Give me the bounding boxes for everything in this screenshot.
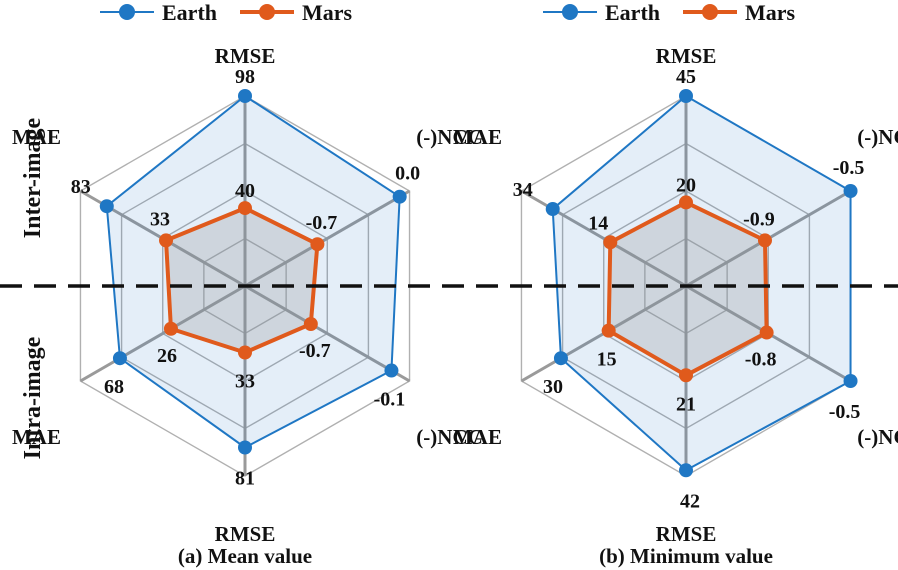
data-label-earth: 81: [235, 468, 255, 490]
data-point-mars: [303, 317, 318, 331]
chart-caption: (b) Minimum value: [599, 544, 773, 568]
data-point-mars: [159, 233, 174, 248]
data-label-mars: 14: [588, 212, 608, 234]
data-point-earth: [112, 351, 127, 366]
axis-label: MAE: [453, 425, 502, 449]
data-point-mars: [163, 321, 178, 336]
data-point-earth: [679, 463, 693, 478]
data-label-mars: 15: [597, 349, 617, 371]
axis-label: RMSE: [215, 44, 276, 68]
data-label-earth: -0.5: [829, 401, 861, 423]
data-label-earth: 34: [513, 179, 533, 201]
data-point-earth: [384, 363, 399, 378]
data-point-mars: [757, 233, 772, 248]
label-layer: 98 0.0 -0.1 81 68 83 40 -0.7 -0.7 33 26 33 RMSE (-)NC…: [12, 44, 898, 568]
axis-label: RMSE: [215, 522, 276, 546]
data-label-earth: -0.1: [374, 389, 406, 411]
data-label-mars: 33: [150, 208, 170, 230]
data-point-earth: [545, 202, 560, 217]
legend-label-mars: Mars: [745, 0, 796, 25]
data-point-mars: [679, 195, 693, 210]
legend-marker-earth: [119, 4, 135, 20]
data-label-earth: -0.5: [833, 157, 865, 179]
data-label-mars: 20: [676, 174, 696, 196]
data-point-earth: [99, 199, 114, 214]
axis-spoke: [244, 284, 411, 383]
data-label-earth: 30: [543, 376, 563, 398]
data-point-earth: [843, 374, 858, 388]
data-point-mars: [238, 201, 252, 216]
data-label-earth: 45: [676, 66, 696, 88]
axis-label: (-)NCC: [857, 425, 898, 449]
data-point-earth: [238, 440, 252, 455]
chart-caption: (a) Mean value: [178, 544, 312, 568]
section-label-top: Inter-image: [20, 117, 46, 238]
series-layer: [99, 89, 858, 478]
data-label-mars: 26: [157, 345, 177, 367]
data-point-mars: [310, 237, 325, 252]
data-label-mars: -0.9: [743, 208, 775, 230]
data-label-earth: 42: [680, 490, 700, 512]
axis-label: (-)NCC: [416, 125, 482, 149]
data-point-earth: [238, 89, 252, 103]
legend-label-earth: Earth: [162, 0, 217, 25]
data-label-earth: 68: [104, 376, 124, 398]
legend-marker-mars: [259, 4, 275, 20]
data-label-mars: -0.7: [299, 340, 331, 362]
data-point-earth: [843, 184, 858, 198]
section-label-bottom: Intra-image: [20, 336, 46, 459]
data-point-mars: [238, 345, 252, 360]
data-point-mars: [759, 325, 774, 340]
data-point-earth: [553, 351, 568, 366]
legend-label-mars: Mars: [302, 0, 353, 25]
axis-spoke: [244, 189, 411, 288]
axis-label: (-)NCC: [857, 125, 898, 149]
axis-label: (-)NCC: [416, 425, 482, 449]
data-label-mars: 40: [235, 180, 255, 202]
data-point-mars: [603, 235, 618, 250]
axis-label: MAE: [453, 125, 502, 149]
data-point-earth: [679, 89, 693, 103]
axis-label: RMSE: [656, 522, 717, 546]
data-point-mars: [679, 368, 693, 383]
data-label-mars: -0.8: [745, 349, 777, 371]
legend-marker-earth: [562, 4, 578, 20]
data-label-earth: 0.0: [395, 163, 420, 185]
legend-marker-mars: [702, 4, 718, 20]
data-label-earth: 83: [71, 176, 91, 198]
data-label-mars: 33: [235, 371, 255, 393]
data-point-earth: [392, 189, 407, 204]
legend: Earth Mars Earth Mars: [100, 0, 796, 25]
data-label-mars: 21: [676, 393, 696, 415]
data-label-mars: -0.7: [306, 212, 338, 234]
data-point-mars: [601, 323, 616, 338]
data-label-earth: 98: [235, 66, 255, 88]
axis-label: MAE: [12, 425, 61, 449]
axis-label: MAE: [12, 125, 61, 149]
axis-spoke: [79, 284, 246, 383]
legend-label-earth: Earth: [605, 0, 660, 25]
axis-label: RMSE: [656, 44, 717, 68]
